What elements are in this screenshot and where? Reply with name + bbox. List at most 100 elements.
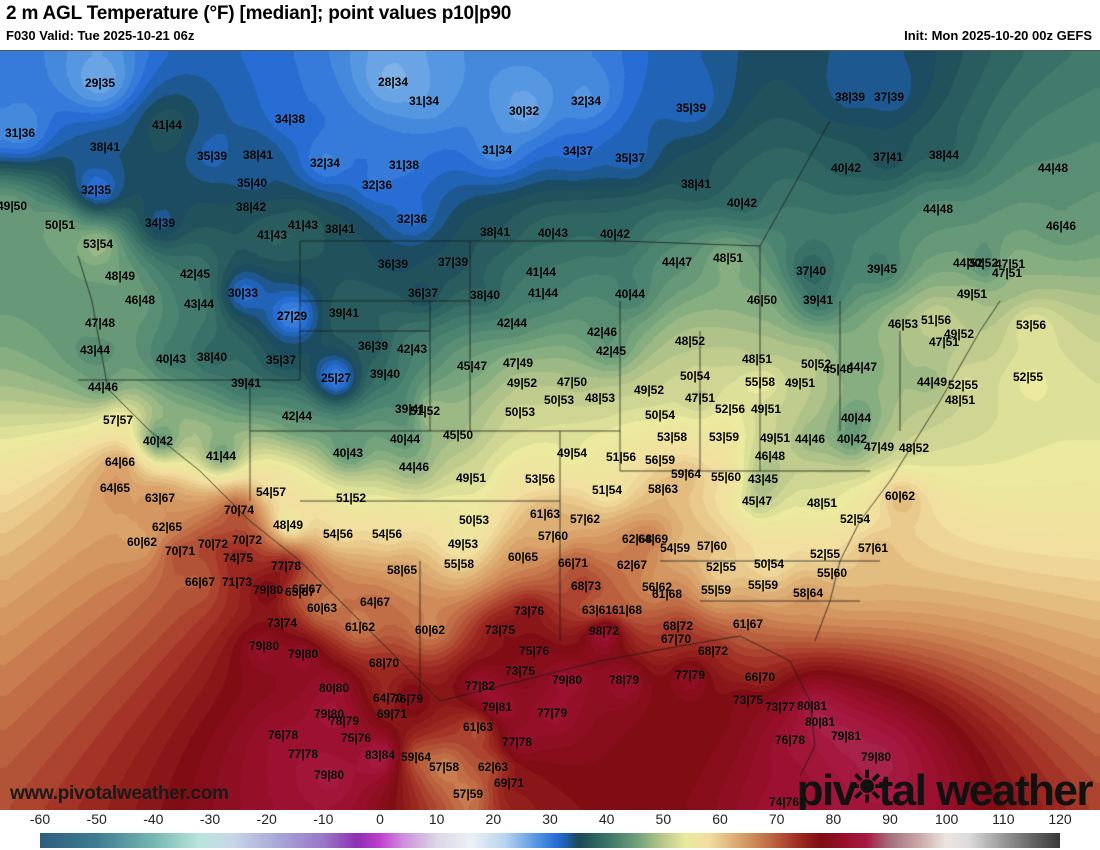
point-value-label: 31|38 [388,158,420,172]
point-value-label: 40|44 [614,287,646,301]
point-value-label: 31|34 [408,94,440,108]
point-value-label: 49|52 [633,383,665,397]
point-value-label: 39|40 [369,367,401,381]
point-value-label: 56|59 [644,453,676,467]
colorbar-tick: 100 [934,811,959,827]
colorbar-tick: -20 [256,811,277,827]
point-value-label: 64|67 [359,595,391,609]
point-value-label: 53|56 [1015,318,1047,332]
colorbar-tick: 110 [992,811,1015,827]
point-value-label: 80|81 [804,715,836,729]
point-value-label: 41|44 [151,118,183,132]
point-value-label: 54|57 [255,485,287,499]
point-value-overlay: 31|36 29|35 38|41 32|35 49|50 50|51 53|54 41|44… [0,51,1100,811]
point-value-label: 64|66 [104,455,136,469]
point-value-label: 35|37 [265,353,297,367]
colorbar-tick: 0 [376,811,384,827]
point-value-label: 52|55 [705,560,737,574]
colorbar-tick: -50 [86,811,107,827]
point-value-label: 48|51 [944,393,976,407]
point-value-label: 48|49 [104,269,136,283]
point-value-label: 57|60 [696,539,728,553]
colorbar-gradient[interactable] [40,833,1060,848]
point-value-label: 49|52 [506,376,538,390]
point-value-label: 79|81 [481,700,513,714]
point-value-label: 37|41 [872,150,904,164]
point-value-label: 44|47 [846,360,878,374]
point-value-label: 52|55 [947,378,979,392]
temperature-field-canvas[interactable] [0,51,1100,811]
point-value-label: 49|52 [943,327,975,341]
colorbar[interactable]: -60 -50 -40 -30 -20 -10 0 10 20 30 40 50 60 70 80 90 100… [0,810,1100,850]
point-value-label: 46|48 [754,449,786,463]
point-value-label: 44|47 [661,255,693,269]
point-value-label: 44|48 [922,202,954,216]
point-value-label: 49|50 [0,199,28,213]
point-value-label: 48|49 [272,518,304,532]
point-value-label: 50|52 [800,357,832,371]
colorbar-tick: 120 [1048,811,1072,827]
point-value-label: 77|79 [536,706,568,720]
point-value-label: 50|54 [679,369,711,383]
point-value-label: 38|42 [235,200,267,214]
point-value-label: 60|62 [414,623,446,637]
point-value-label: 53|56 [524,472,556,486]
point-value-label: 78|79 [328,714,360,728]
valid-time-label: F030 Valid: Tue 2025-10-21 06z [6,28,195,43]
point-value-label: 77|82 [464,679,496,693]
point-value-label: 44|52 [952,256,984,270]
point-value-label: 38|41 [479,225,511,239]
point-value-label: 66|67 [184,575,216,589]
map-viewport[interactable]: 31|36 29|35 38|41 32|35 49|50 50|51 53|54 41|44… [0,50,1100,811]
point-value-label: 49|51 [455,471,487,485]
point-value-label: 60|62 [126,535,158,549]
point-value-label: 40|43 [155,352,187,366]
point-value-label: 40|42 [726,196,758,210]
brand-text-pre: piv [796,766,858,812]
point-value-label: 59|64 [670,467,702,481]
point-value-label: 57|62 [569,512,601,526]
point-value-label: 39|41 [328,306,360,320]
point-value-label: 30|33 [227,286,259,300]
point-value-label: 45|47 [741,494,773,508]
colorbar-tick: 20 [485,811,502,827]
point-value-label: 47|51 [684,391,716,405]
point-value-label: 71|73 [221,575,253,589]
point-value-label: 35|39 [675,101,707,115]
point-value-label: 50|53 [543,393,575,407]
point-value-label: 50|51 [44,218,76,232]
point-value-label: 37|39 [437,255,469,269]
point-value-label: 44|49 [916,375,948,389]
point-value-label: 42|43 [396,342,428,356]
point-value-label: 61|63 [529,507,561,521]
point-value-label: 79|80 [248,639,280,653]
point-value-label: 52|56 [714,402,746,416]
point-value-label: 62|63 [477,760,509,774]
point-value-label: 48|52 [898,441,930,455]
point-value-label: 68|70 [368,656,400,670]
point-value-label: 79|80 [313,768,345,782]
point-value-label: 65|67 [284,585,316,599]
point-value-label: 34|39 [144,216,176,230]
point-value-label: 54|56 [322,527,354,541]
point-value-label: 40|42 [599,227,631,241]
point-value-label: 80|81 [796,699,828,713]
point-value-label: 54|59 [659,541,691,555]
point-value-label: 61|62 [344,620,376,634]
page-title: 2 m AGL Temperature (°F) [median]; point… [6,3,512,24]
point-value-label: 40|42 [830,161,862,175]
point-value-label: 69|71 [493,776,525,790]
point-value-label: 41|44 [205,449,237,463]
point-value-label: 28|34 [377,75,409,89]
point-value-label: 68|72 [697,644,729,658]
point-value-label: 46|53 [887,317,919,331]
point-value-label: 41|44 [527,286,559,300]
point-value-label: 78|79 [608,673,640,687]
point-value-label: 32|34 [570,94,602,108]
point-value-label: 64|69 [637,532,669,546]
point-value-label: 79|80 [313,707,345,721]
point-value-label: 53|59 [708,430,740,444]
point-value-label: 42|45 [179,267,211,281]
point-value-label: 73|75 [484,623,516,637]
point-value-label: 70|71 [164,544,196,558]
